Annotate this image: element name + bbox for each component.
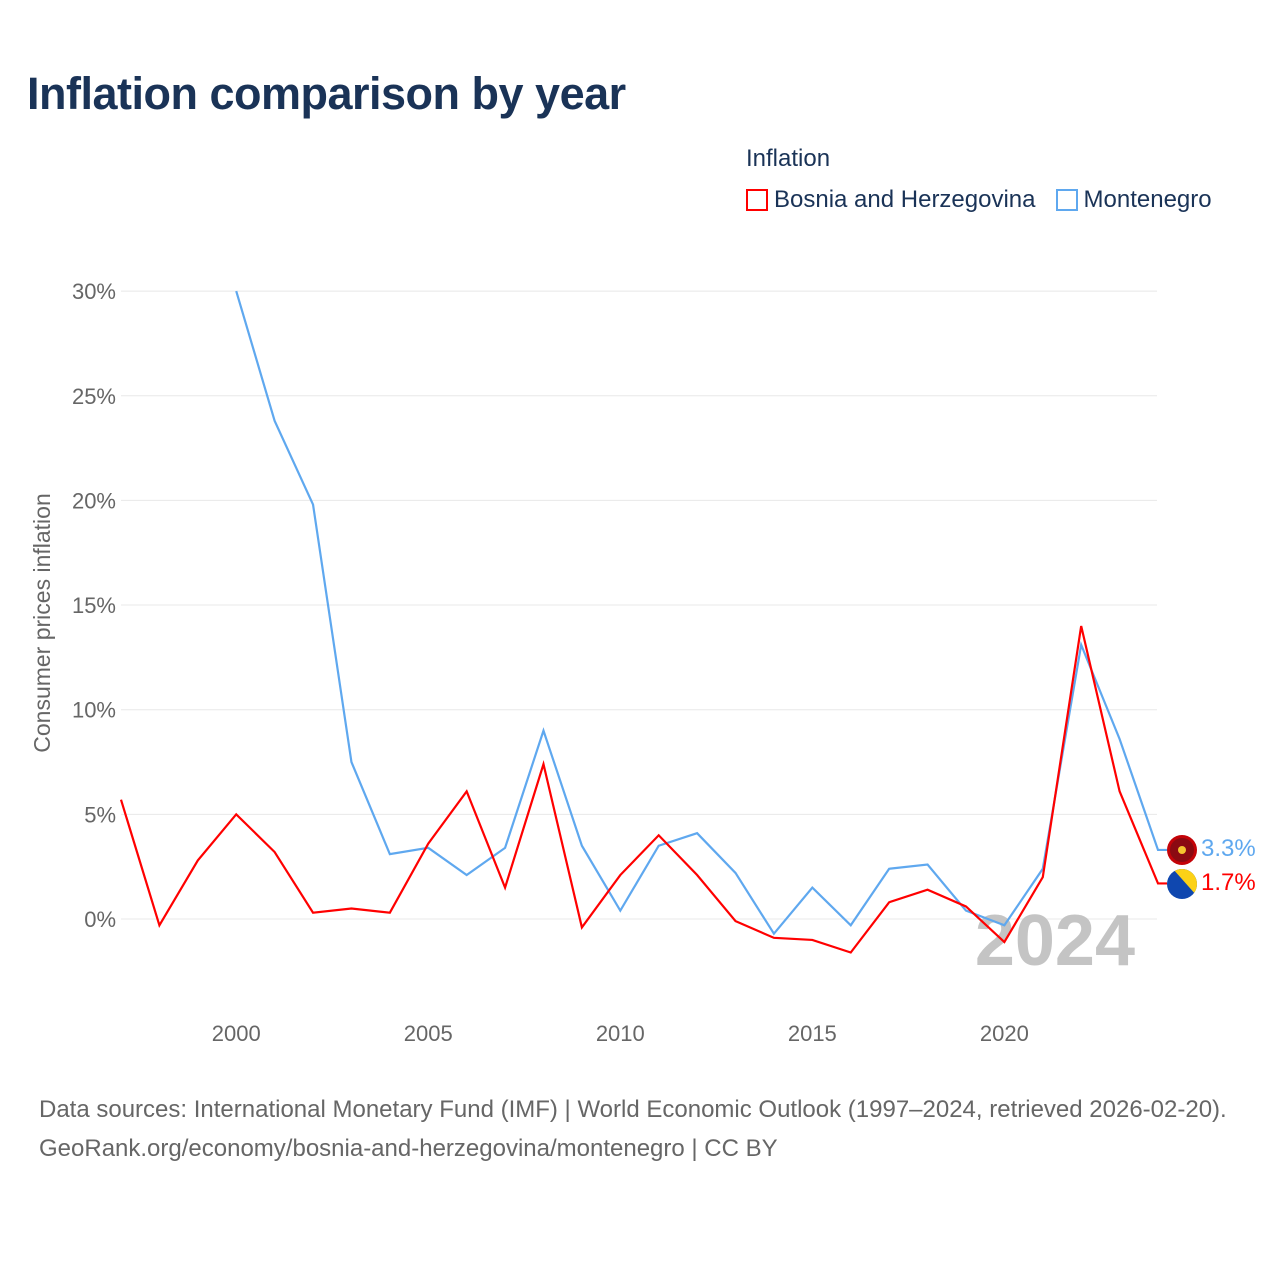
x-tick-label: 2015	[788, 1021, 837, 1046]
legend-label: Bosnia and Herzegovina	[774, 186, 1036, 213]
y-tick-label: 30%	[72, 279, 116, 304]
source-link[interactable]: GeoRank.org/economy/bosnia-and-herzegovi…	[39, 1135, 778, 1162]
flag-bosnia-icon	[1167, 869, 1197, 899]
flag-montenegro-icon	[1167, 835, 1197, 865]
y-tick-label: 25%	[72, 384, 116, 409]
series-line-bosnia	[119, 625, 1167, 954]
x-tick-label: 2010	[596, 1021, 645, 1046]
y-axis-label: Consumer prices inflation	[29, 493, 55, 753]
x-tick-label: 2000	[212, 1021, 261, 1046]
y-tick-label: 5%	[84, 802, 116, 827]
end-label-montenegro: 3.3%	[1201, 835, 1256, 862]
legend: Bosnia and Herzegovina Montenegro	[746, 186, 1212, 214]
chart-title: Inflation comparison by year	[27, 68, 626, 119]
legend-title: Inflation	[746, 145, 831, 172]
y-tick-label: 15%	[72, 593, 116, 618]
legend-swatch-montenegro	[1055, 189, 1078, 211]
data-sources: Data sources: International Monetary Fun…	[39, 1096, 1227, 1123]
legend-item-bosnia[interactable]: Bosnia and Herzegovina	[746, 186, 1036, 214]
x-tick-label: 2005	[404, 1021, 453, 1046]
legend-label: Montenegro	[1083, 186, 1212, 213]
y-tick-label: 10%	[72, 698, 116, 723]
footer: Data sources: International Monetary Fun…	[39, 1090, 1249, 1168]
x-tick-label: 2020	[980, 1021, 1029, 1046]
legend-item-montenegro[interactable]: Montenegro	[1055, 186, 1212, 214]
y-tick-label: 20%	[72, 488, 116, 513]
legend-swatch-bosnia	[746, 189, 768, 211]
year-watermark: 2024	[975, 901, 1135, 981]
end-label-bosnia: 1.7%	[1201, 869, 1256, 896]
series-line-montenegro	[235, 290, 1167, 936]
y-tick-label: 0%	[84, 907, 116, 932]
